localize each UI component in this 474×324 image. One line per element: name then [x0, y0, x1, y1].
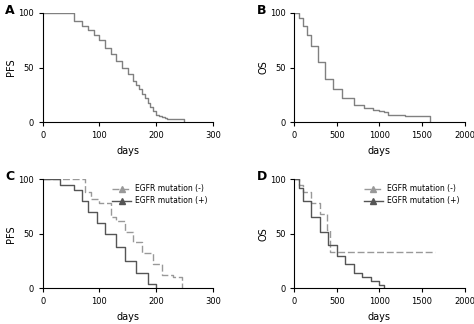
Y-axis label: OS: OS: [258, 227, 268, 241]
Text: C: C: [5, 170, 14, 183]
X-axis label: days: days: [116, 146, 139, 156]
Text: D: D: [257, 170, 267, 183]
Text: A: A: [5, 4, 15, 17]
Legend: EGFR mutation (-), EGFR mutation (+): EGFR mutation (-), EGFR mutation (+): [362, 183, 461, 207]
Y-axis label: PFS: PFS: [7, 59, 17, 76]
Legend: EGFR mutation (-), EGFR mutation (+): EGFR mutation (-), EGFR mutation (+): [110, 183, 209, 207]
Y-axis label: OS: OS: [258, 61, 268, 75]
Y-axis label: PFS: PFS: [7, 225, 17, 243]
X-axis label: days: days: [368, 146, 391, 156]
X-axis label: days: days: [368, 312, 391, 322]
Text: B: B: [257, 4, 266, 17]
X-axis label: days: days: [116, 312, 139, 322]
